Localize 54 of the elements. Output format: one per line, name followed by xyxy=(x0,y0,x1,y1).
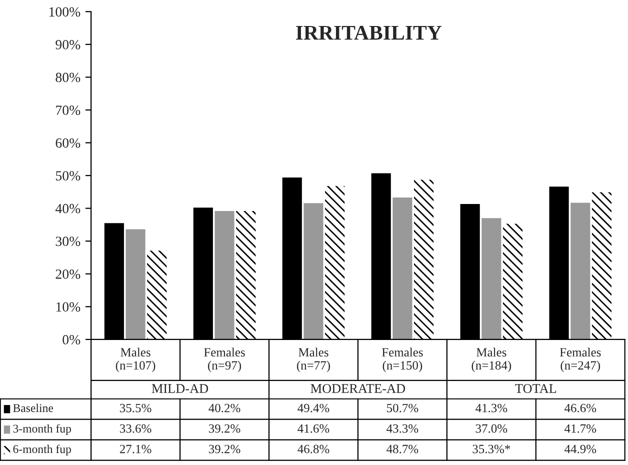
data-label: 41.6% xyxy=(298,424,330,433)
data-label: 46.6% xyxy=(564,404,596,412)
text: TOTAL xyxy=(515,384,556,393)
x-tick-label: Males (n=184) xyxy=(472,348,512,372)
data-label: 49.4% xyxy=(298,404,330,412)
y-tick-label: 90% xyxy=(56,40,80,50)
x-tick-label: Females (n=97) xyxy=(204,348,245,372)
bar xyxy=(236,210,256,340)
data-label: 48.7% xyxy=(386,444,418,454)
legend-label: 3-month fup xyxy=(13,424,71,436)
y-tick-label: 10% xyxy=(56,302,80,312)
data-label: 41.7% xyxy=(564,424,596,433)
y-tick-label: 30% xyxy=(56,236,80,246)
bar xyxy=(214,210,234,340)
data-label: 40.2% xyxy=(208,404,240,412)
text: IRRITABILITY xyxy=(296,26,442,40)
text: MODERATE-AD xyxy=(310,384,406,393)
data-label: 39.2% xyxy=(208,424,240,433)
data-label: 43.3% xyxy=(386,424,418,433)
data-label: 37.0% xyxy=(476,424,508,433)
data-label: 44.9% xyxy=(564,444,596,454)
bar xyxy=(414,180,434,340)
bar xyxy=(502,224,523,340)
data-label: 41.3% xyxy=(476,404,508,412)
legend-label: 6-month fup xyxy=(13,444,71,456)
data-label: 50.7% xyxy=(387,404,418,412)
data-label: 27.1% xyxy=(120,444,152,454)
y-tick-label: 50% xyxy=(56,171,80,181)
bar xyxy=(147,250,167,340)
bar xyxy=(325,186,345,340)
y-tick-label: 60% xyxy=(56,138,80,148)
x-tick-label: Females (n=247) xyxy=(560,348,601,372)
data-label: 35.5% xyxy=(120,404,152,412)
bar xyxy=(482,218,502,340)
bar xyxy=(592,192,612,340)
legend-label: Baseline xyxy=(13,404,54,412)
data-label: 35.3%* xyxy=(472,444,510,454)
bar xyxy=(126,229,146,340)
y-tick-label: 20% xyxy=(56,269,80,279)
data-label: 46.8% xyxy=(298,444,330,454)
x-tick-label: Males (n=107) xyxy=(116,348,156,372)
y-tick-label: 40% xyxy=(55,204,80,214)
bar xyxy=(570,202,590,340)
data-label: 33.6% xyxy=(120,424,152,433)
y-tick-label: 0% xyxy=(62,335,80,344)
y-tick-label: 70% xyxy=(56,106,80,115)
text: MILD-AD xyxy=(152,384,208,393)
y-tick-label: 100% xyxy=(49,7,80,17)
bar xyxy=(392,198,412,340)
x-tick-label: Males (n=77) xyxy=(296,348,330,372)
x-tick-label: Females (n=150) xyxy=(382,348,423,372)
y-tick-label: 80% xyxy=(56,72,80,82)
bar xyxy=(304,203,324,340)
data-label: 39.2% xyxy=(208,444,240,454)
